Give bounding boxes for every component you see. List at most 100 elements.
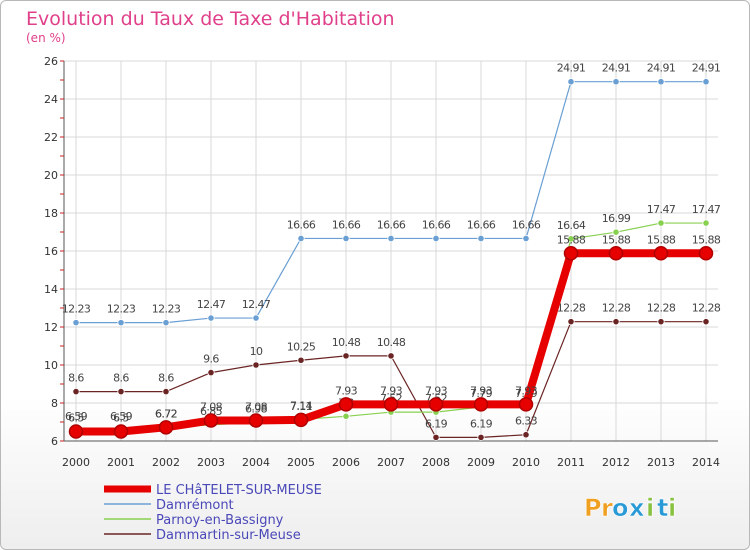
data-point	[657, 219, 665, 227]
data-point	[117, 319, 125, 327]
series-2: 12.23 12.23 12.23 12.47 12.47 16.66 16.66 16.66…	[62, 62, 721, 327]
data-point	[432, 433, 440, 441]
data-label: 16.66	[467, 218, 496, 231]
data-label: 7.93	[380, 384, 403, 397]
data-point	[342, 234, 350, 243]
data-label: 15.88	[692, 233, 721, 246]
data-label: 16.66	[377, 218, 406, 231]
data-point	[383, 397, 399, 412]
axes: 6 8 10 12 14 16 18 20 22 24 26 2000 2001 2002 2003 2004…	[44, 55, 720, 469]
data-label: 12.23	[62, 303, 91, 316]
data-label: 15.88	[647, 233, 676, 246]
data-point	[68, 424, 84, 439]
data-label: 7.93	[425, 384, 448, 397]
logo-letter: x	[629, 494, 645, 522]
data-label: 8.6	[113, 372, 129, 385]
data-label: 12.47	[197, 298, 226, 311]
data-label: 12.23	[107, 303, 136, 316]
data-point	[248, 413, 264, 428]
data-point	[657, 318, 665, 326]
x-tick-label: 2008	[422, 456, 450, 469]
x-tick-label: 2006	[332, 456, 360, 469]
data-label: 12.28	[557, 302, 586, 315]
legend-label: Dammartin-sur-Meuse	[156, 528, 301, 543]
y-tick-label: 16	[44, 245, 58, 258]
data-label: 15.88	[602, 233, 631, 246]
data-label: 7.93	[335, 384, 358, 397]
data-point	[342, 412, 350, 420]
x-tick-label: 2009	[467, 456, 495, 469]
y-tick-label: 14	[44, 283, 58, 296]
y-tick-label: 18	[44, 207, 58, 220]
data-label: 6.85	[200, 405, 223, 418]
y-tick-label: 24	[44, 93, 58, 106]
data-point	[657, 78, 665, 86]
data-point	[612, 228, 620, 236]
data-label: 12.28	[647, 302, 676, 315]
data-label: 10.25	[287, 340, 316, 353]
data-label: 6.72	[155, 407, 177, 420]
y-tick-label: 8	[51, 397, 58, 410]
data-point	[203, 413, 219, 428]
data-point	[702, 219, 710, 227]
data-point	[477, 433, 485, 441]
data-point	[702, 78, 710, 86]
series-1: 6.5 6.5 6.727.08 7.08 7.117.93 7.93 7.93 7.93 7.…	[68, 233, 721, 439]
logo-letter: t	[657, 494, 668, 522]
data-label: 6.72	[155, 407, 177, 420]
y-tick-label: 20	[44, 169, 58, 182]
y-tick-label: 10	[44, 359, 58, 372]
data-point	[72, 387, 80, 396]
data-label: 7.14	[290, 399, 313, 412]
y-tick-label: 26	[44, 55, 58, 68]
data-label: 6.5	[68, 412, 84, 425]
x-tick-label: 2005	[287, 456, 315, 469]
x-tick-label: 2004	[242, 456, 270, 469]
legend-label: LE CHâTELET-SUR-MEUSE	[156, 483, 322, 498]
data-point	[567, 78, 575, 86]
data-label: 6.19	[425, 417, 448, 430]
data-label: 7.79	[470, 387, 493, 400]
legend: LE CHâTELET-SUR-MEUSEDamrémontParnoy-en-…	[104, 483, 322, 543]
data-point	[428, 397, 444, 412]
data-point	[252, 361, 260, 369]
series-4: 8.6 8.6 8.6 9.6 10 10.25 10.48 10.48 6.19 6.19 6.3…	[68, 302, 721, 441]
data-point	[608, 246, 624, 261]
legend-label: Parnoy-en-Bassigny	[156, 513, 284, 528]
data-label: 16.66	[422, 218, 451, 231]
data-point	[338, 397, 354, 412]
data-point	[162, 387, 170, 396]
data-label: 24.91	[557, 62, 586, 75]
x-tick-label: 2007	[377, 456, 405, 469]
logo-letter: P	[584, 494, 602, 522]
x-tick-label: 2011	[557, 456, 585, 469]
x-tick-label: 2002	[152, 456, 180, 469]
data-point	[342, 352, 350, 360]
data-label: 8.6	[158, 372, 174, 385]
data-label: 7.93	[470, 384, 493, 397]
data-point	[297, 234, 305, 243]
x-tick-label: 2000	[62, 456, 90, 469]
data-label: 6.59	[65, 410, 88, 423]
data-point	[612, 318, 620, 326]
data-point	[297, 356, 305, 364]
data-point	[612, 78, 620, 86]
data-label: 6.5	[113, 412, 129, 425]
data-label: 6.98	[245, 402, 268, 415]
data-label: 9.6	[203, 353, 219, 366]
data-label: 24.91	[647, 62, 676, 75]
y-tick-label: 6	[51, 435, 58, 448]
y-tick-label: 22	[44, 131, 58, 144]
x-tick-label: 2012	[602, 456, 630, 469]
data-point	[387, 234, 395, 243]
data-point	[653, 246, 669, 261]
data-label: 15.88	[557, 233, 586, 246]
y-tick-label: 12	[44, 321, 58, 334]
data-label: 16.99	[602, 212, 631, 225]
data-point	[702, 318, 710, 326]
data-label: 6.33	[515, 415, 538, 428]
chart-title: Evolution du Taux de Taxe d'Habitation	[26, 8, 395, 30]
